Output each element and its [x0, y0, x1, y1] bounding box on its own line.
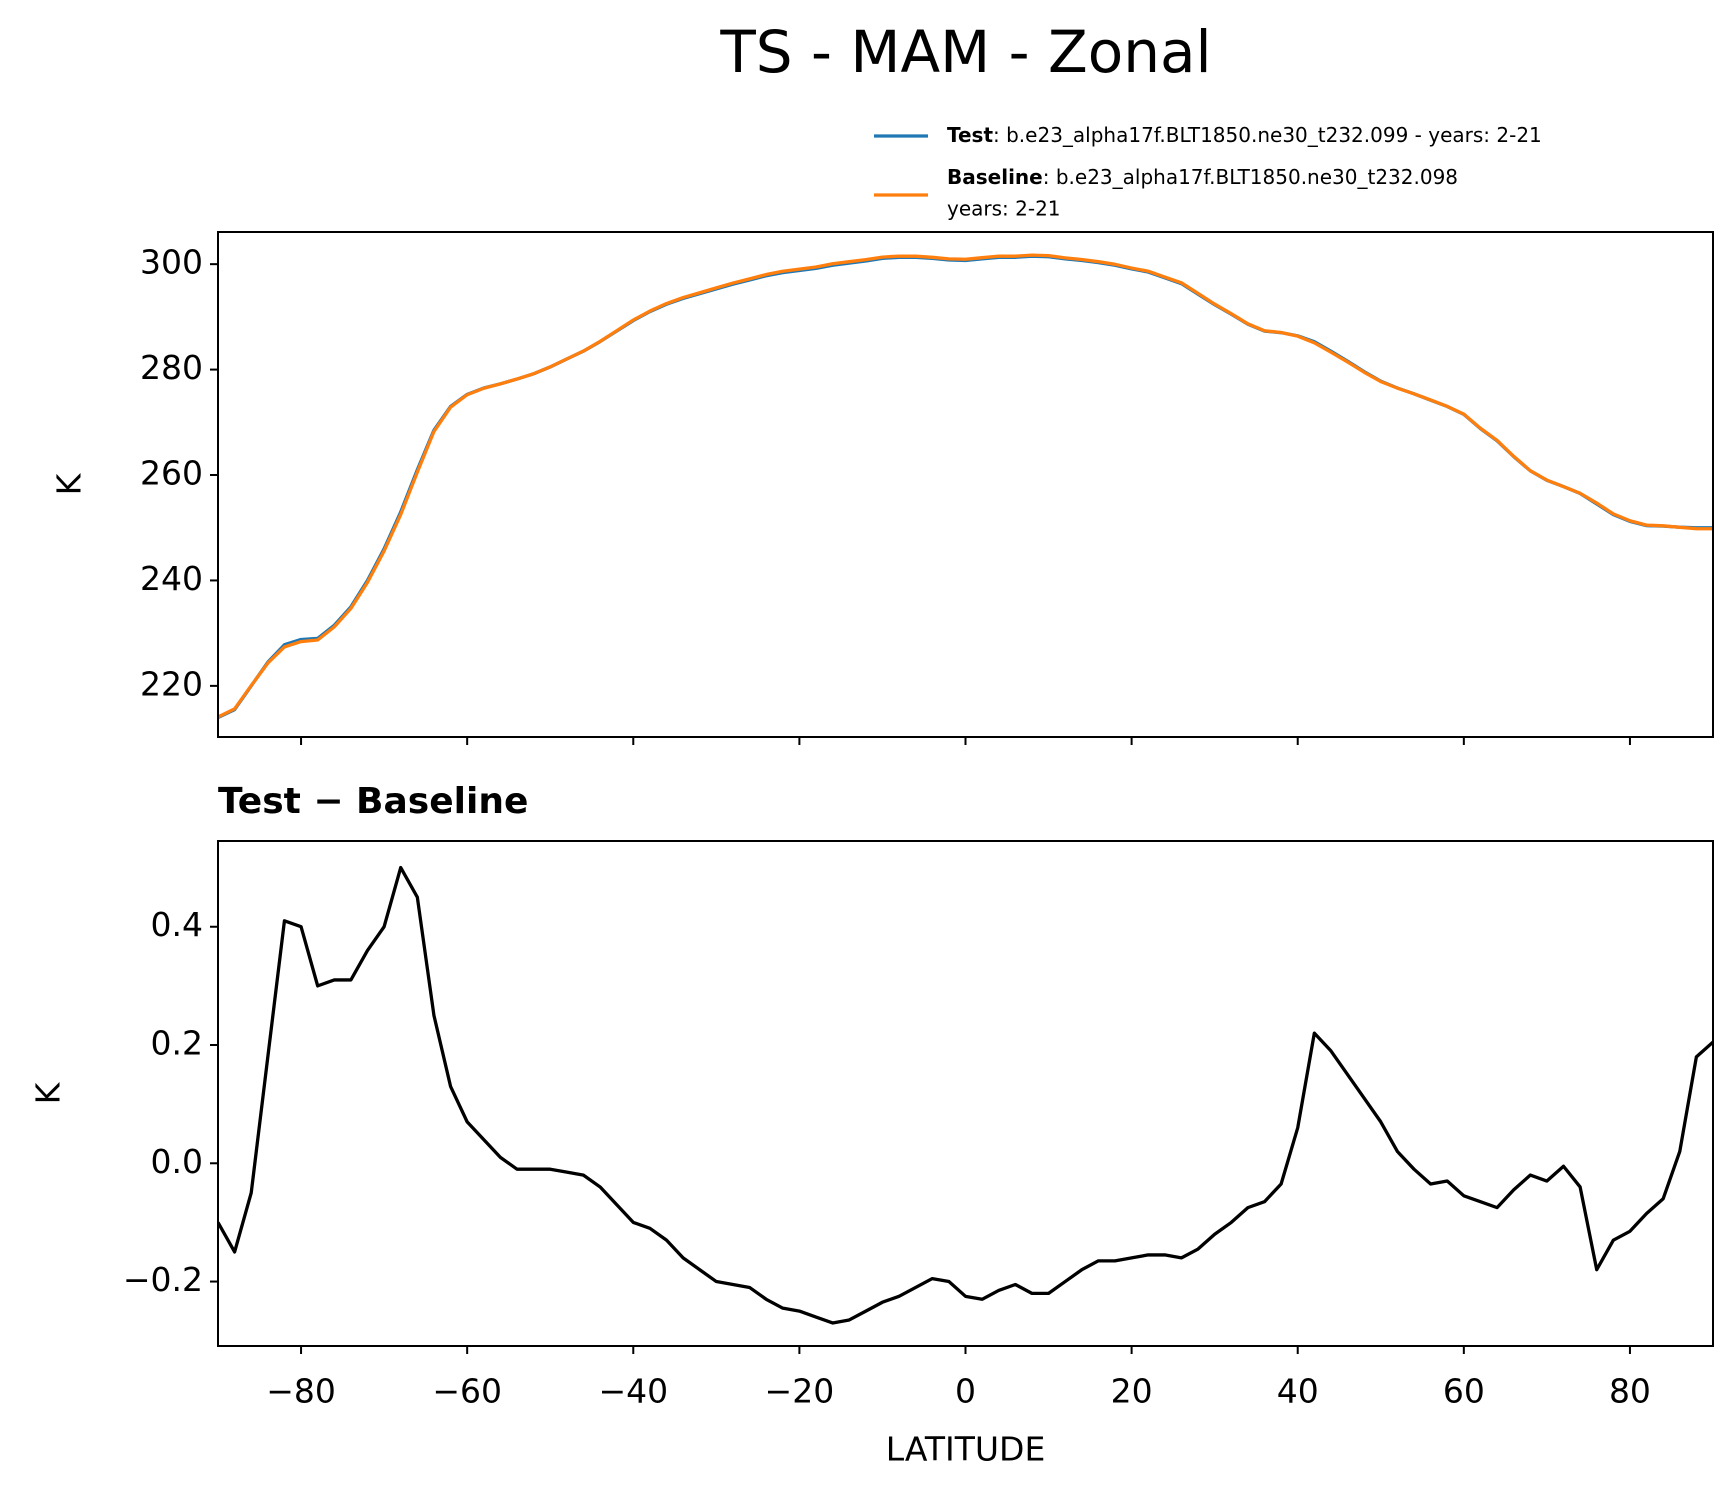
x-tick-label: −80	[266, 1372, 336, 1411]
y-axis-label: K	[50, 472, 89, 495]
x-tick-label: 80	[1609, 1372, 1651, 1411]
x-tick-label: −40	[598, 1372, 668, 1411]
y-tick-label: 300	[140, 243, 203, 282]
legend-detail: years: 2-21	[947, 197, 1061, 221]
y-tick-label: 0.2	[151, 1024, 203, 1063]
x-tick-label: 40	[1277, 1372, 1319, 1411]
data-line	[218, 253, 1713, 719]
legend-name: Baseline	[947, 165, 1043, 189]
legend-entry: Baseline: b.e23_alpha17f.BLT1850.ne30_t2…	[947, 165, 1458, 189]
x-tick-label: −20	[765, 1372, 835, 1411]
legend-entry: Test: b.e23_alpha17f.BLT1850.ne30_t232.0…	[947, 123, 1542, 147]
subplot-title: Test − Baseline	[218, 781, 528, 822]
x-tick-label: −60	[432, 1372, 502, 1411]
y-tick-label: 240	[140, 559, 203, 598]
x-tick-label: 0	[955, 1372, 976, 1411]
legend-detail: : b.e23_alpha17f.BLT1850.ne30_t232.098	[1043, 165, 1458, 189]
x-tick-label: 20	[1111, 1372, 1153, 1411]
y-tick-label: 0.4	[151, 905, 203, 944]
x-axis-label: LATITUDE	[886, 1430, 1046, 1469]
y-tick-label: 220	[140, 664, 203, 703]
data-line	[218, 865, 1713, 1325]
legend-name: Test	[947, 123, 993, 147]
x-tick-label: 60	[1443, 1372, 1485, 1411]
y-tick-label: 260	[140, 454, 203, 493]
legend-detail: : b.e23_alpha17f.BLT1850.ne30_t232.099 -…	[993, 123, 1542, 147]
y-tick-label: −0.2	[123, 1260, 203, 1299]
figure-title: TS - MAM - Zonal	[719, 18, 1211, 86]
y-tick-label: 280	[140, 348, 203, 387]
y-tick-label: 0.0	[151, 1142, 203, 1181]
y-axis-label: K	[29, 1081, 68, 1104]
